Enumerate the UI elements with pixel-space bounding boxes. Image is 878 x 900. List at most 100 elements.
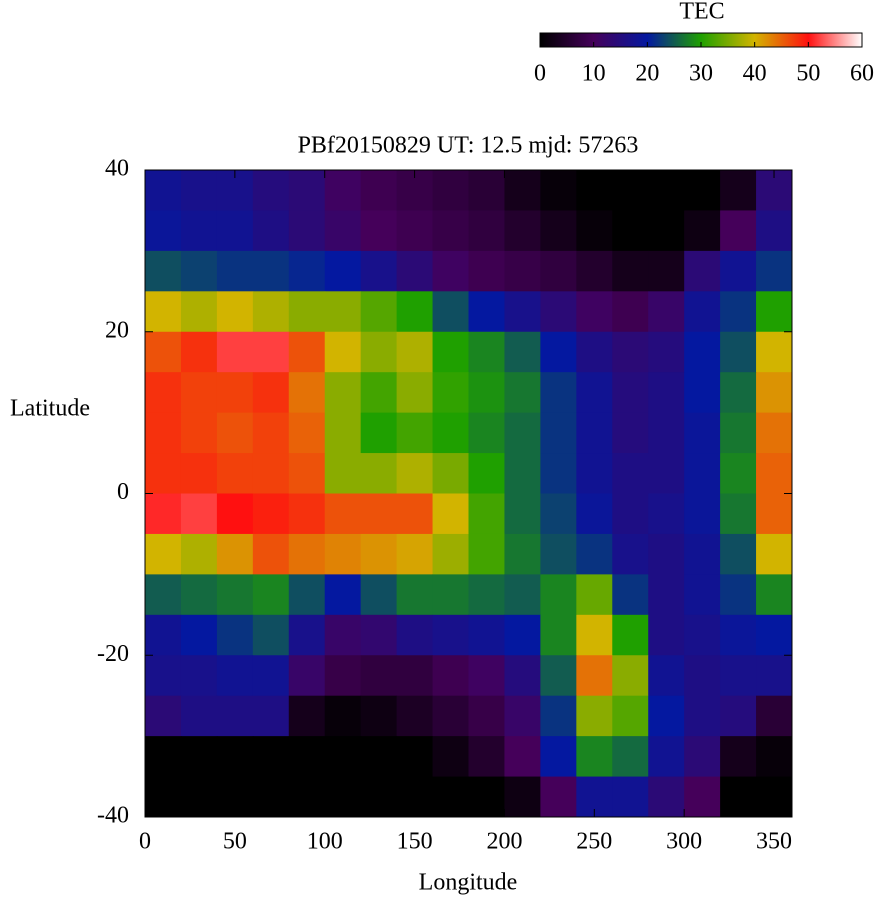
- heat-cell: [684, 412, 721, 454]
- heat-cell: [216, 695, 254, 737]
- colorbar-tick-label: 0: [534, 61, 546, 87]
- heat-cell: [756, 210, 793, 252]
- heat-cell: [145, 655, 182, 697]
- heat-cell: [180, 250, 218, 292]
- heat-cell: [145, 533, 182, 575]
- heat-cell: [252, 776, 290, 818]
- colorbar-tick-label: 40: [743, 61, 767, 87]
- heat-cell: [216, 493, 254, 535]
- heat-cell: [612, 412, 649, 454]
- heat-cell: [540, 614, 577, 656]
- heat-cell: [145, 614, 182, 656]
- heat-cell: [432, 291, 469, 333]
- x-tick-label: 250: [576, 829, 612, 855]
- heat-cell: [360, 250, 398, 292]
- heat-cell: [720, 372, 757, 414]
- heat-cell: [360, 493, 398, 535]
- heat-cell: [216, 372, 254, 414]
- heat-cell: [396, 291, 434, 333]
- heat-cell: [684, 453, 721, 494]
- heat-cell: [324, 250, 362, 292]
- heat-cell: [684, 493, 721, 535]
- heat-cell: [540, 170, 577, 211]
- heat-cell: [684, 250, 721, 292]
- heat-cell: [180, 412, 218, 454]
- heat-cell: [612, 291, 649, 333]
- x-tick-label: 300: [666, 829, 702, 855]
- heat-cell: [612, 736, 649, 778]
- heat-cell: [612, 533, 649, 575]
- heat-cell: [396, 614, 434, 656]
- heat-cell: [504, 736, 541, 778]
- heat-cell: [648, 210, 685, 252]
- heat-cell: [648, 493, 685, 535]
- heat-cell: [216, 291, 254, 333]
- heat-cell: [468, 453, 505, 494]
- heat-cell: [756, 372, 793, 414]
- heat-cell: [432, 695, 469, 737]
- heat-cell: [720, 493, 757, 535]
- heat-cell: [684, 695, 721, 737]
- heat-cell: [396, 655, 434, 697]
- heat-cell: [216, 412, 254, 454]
- heat-cell: [180, 493, 218, 535]
- y-axis-label: Latitude: [10, 396, 90, 422]
- heat-cell: [540, 695, 577, 737]
- heat-cell: [540, 372, 577, 414]
- heat-cell: [720, 210, 757, 252]
- heat-cell: [360, 655, 398, 697]
- heat-cell: [252, 614, 290, 656]
- heat-cell: [756, 614, 793, 656]
- colorbar-tick-label: 60: [850, 61, 874, 87]
- heat-cell: [684, 533, 721, 575]
- heat-cell: [684, 210, 721, 252]
- heat-cell: [252, 533, 290, 575]
- heat-cell: [756, 412, 793, 454]
- heat-cell: [324, 736, 362, 778]
- heat-cell: [324, 210, 362, 252]
- heat-cell: [504, 412, 541, 454]
- heat-cell: [324, 331, 362, 373]
- heat-cell: [145, 210, 182, 252]
- heat-cell: [540, 493, 577, 535]
- heat-cell: [180, 574, 218, 616]
- heat-cell: [648, 736, 685, 778]
- heat-cell: [180, 331, 218, 373]
- heat-cell: [612, 574, 649, 616]
- heat-cell: [396, 574, 434, 616]
- heat-cell: [504, 331, 541, 373]
- heat-cell: [252, 412, 290, 454]
- heat-cell: [288, 331, 326, 373]
- heat-cell: [360, 695, 398, 737]
- heat-cell: [576, 291, 613, 333]
- x-tick-label: 100: [307, 829, 343, 855]
- heat-cell: [360, 776, 398, 818]
- heat-cell: [684, 331, 721, 373]
- heat-cell: [612, 655, 649, 697]
- heat-cell: [432, 736, 469, 778]
- heat-cell: [288, 170, 326, 211]
- heat-cell: [504, 533, 541, 575]
- heat-cell: [648, 574, 685, 616]
- heat-cell: [145, 250, 182, 292]
- heat-cell: [756, 533, 793, 575]
- heat-cell: [180, 695, 218, 737]
- heat-cell: [288, 736, 326, 778]
- colorbar-tick-label: 20: [635, 61, 659, 87]
- heat-cell: [216, 533, 254, 575]
- heat-cell: [468, 250, 505, 292]
- heat-cell: [720, 533, 757, 575]
- heat-cell: [324, 695, 362, 737]
- heat-cell: [504, 250, 541, 292]
- heat-cell: [252, 695, 290, 737]
- heat-cell: [216, 736, 254, 778]
- heat-cell: [684, 614, 721, 656]
- heat-cell: [145, 412, 182, 454]
- heat-cell: [612, 453, 649, 494]
- heat-cell: [684, 291, 721, 333]
- heat-cell: [720, 170, 757, 211]
- heat-cell: [252, 574, 290, 616]
- heat-cell: [720, 776, 757, 818]
- heat-cell: [612, 210, 649, 252]
